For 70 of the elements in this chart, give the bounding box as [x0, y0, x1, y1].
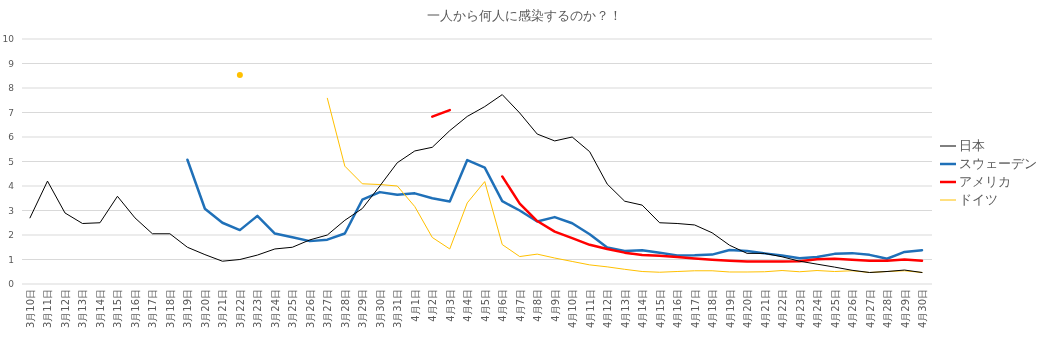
x-tick-label: 4月25日	[829, 289, 841, 329]
x-tick-label: 4月5日	[479, 289, 491, 322]
chart-title: 一人から何人に感染するのか？！	[427, 8, 622, 23]
x-tick-label: 4月21日	[759, 289, 771, 329]
x-tick-label: 3月30日	[374, 289, 386, 329]
y-tick-label: 8	[8, 83, 15, 93]
y-tick-label: 7	[8, 107, 14, 118]
y-tick-label: 9	[8, 58, 15, 69]
y-tick-label: 1	[8, 254, 14, 265]
x-tick-label: 4月20日	[742, 289, 754, 329]
x-tick-label: 3月28日	[339, 289, 351, 329]
y-tick-label: 10	[2, 34, 15, 44]
line-series	[29, 94, 923, 273]
x-tick-label: 4月12日	[602, 289, 614, 329]
x-tick-label: 3月18日	[164, 289, 176, 329]
x-tick-label: 4月3日	[444, 289, 456, 322]
x-tick-label: 3月24日	[269, 289, 281, 329]
x-tick-label: 3月11日	[42, 289, 54, 329]
x-tick-label: 4月29日	[899, 289, 911, 329]
x-tick-label: 4月24日	[812, 289, 824, 329]
x-tick-label: 3月20日	[199, 289, 211, 329]
x-tick-label: 4月13日	[619, 289, 631, 329]
x-tick-label: 4月17日	[689, 289, 701, 329]
x-tick-label: 3月10日	[25, 289, 36, 329]
legend-label: アメリカ	[959, 174, 1011, 189]
y-tick-label: 4	[8, 181, 15, 191]
y-tick-label: 0	[8, 279, 15, 289]
x-tick-label: 4月30日	[917, 289, 928, 329]
x-tick-label: 3月21日	[217, 289, 229, 329]
x-tick-label: 4月10日	[567, 289, 579, 329]
x-tick-label: 4月2日	[427, 289, 439, 322]
x-tick-label: 4月18日	[707, 289, 719, 329]
x-tick-label: 3月14日	[94, 289, 106, 329]
x-tick-label: 3月19日	[182, 289, 194, 329]
line-series	[186, 158, 924, 261]
x-tick-label: 4月27日	[864, 289, 876, 329]
x-tick-label: 4月6日	[497, 289, 509, 322]
x-tick-label: 3月22日	[234, 289, 246, 329]
x-tick-label: 3月16日	[129, 289, 141, 329]
x-tick-label: 4月11日	[584, 289, 596, 329]
x-tick-label: 3月12日	[59, 289, 71, 329]
y-tick-label: 3	[8, 205, 14, 216]
legend-label: 日本	[959, 138, 985, 153]
x-tick-label: 4月23日	[794, 289, 806, 329]
x-tick-label: 4月14日	[637, 289, 649, 329]
x-tick-label: 3月15日	[112, 289, 124, 329]
x-tick-label: 4月15日	[654, 289, 666, 329]
x-tick-label: 3月25日	[287, 289, 299, 329]
legend-label: ドイツ	[959, 192, 998, 207]
y-tick-label: 2	[8, 230, 14, 240]
legend-label: スウェーデン	[959, 156, 1037, 171]
x-tick-label: 4月16日	[672, 289, 684, 329]
y-tick-label: 5	[8, 156, 14, 167]
y-tick-label: 6	[8, 132, 15, 142]
x-tick-label: 3月23日	[252, 289, 264, 329]
x-tick-label: 3月26日	[304, 289, 316, 329]
x-tick-label: 4月7日	[514, 289, 526, 322]
x-tick-label: 4月9日	[549, 289, 561, 322]
x-tick-label: 4月28日	[882, 289, 894, 329]
x-tick-label: 4月4日	[462, 289, 474, 322]
x-tick-label: 3月17日	[147, 289, 159, 329]
x-tick-label: 3月31日	[392, 289, 404, 329]
x-tick-label: 4月22日	[777, 289, 789, 329]
x-tick-label: 3月29日	[357, 289, 369, 329]
x-tick-label: 3月13日	[77, 289, 89, 329]
x-tick-label: 4月26日	[847, 289, 859, 329]
x-tick-label: 4月19日	[724, 289, 736, 329]
x-tick-label: 3月27日	[322, 289, 334, 329]
x-tick-label: 4月8日	[532, 289, 544, 322]
x-tick-label: 4月1日	[409, 289, 421, 322]
